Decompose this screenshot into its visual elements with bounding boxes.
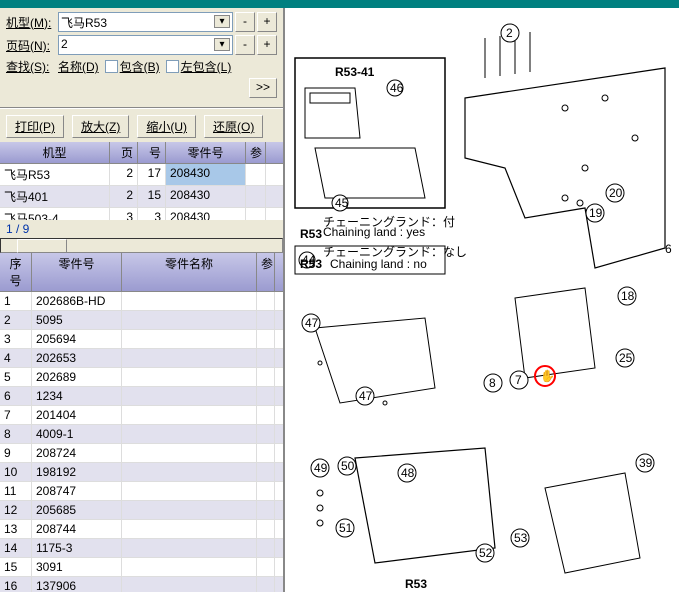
table-row[interactable]: 1202686B-HD [0, 292, 283, 311]
grid2-body: 1202686B-HD25095320569442026535202689612… [0, 292, 283, 592]
page-label: 页码(N): [6, 37, 56, 54]
svg-text:6: 6 [665, 242, 672, 256]
toolbar: 打印(P) 放大(Z) 缩小(U) 还原(O) [0, 111, 283, 142]
title-bar [0, 0, 679, 8]
search-label: 查找(S): [6, 58, 56, 75]
table-row[interactable]: 84009-1 [0, 425, 283, 444]
table-row[interactable]: 11208747 [0, 482, 283, 501]
diagram-panel[interactable]: R53-41 46 45 R53 チェーニングランド：付 Chaining la… [285, 8, 679, 592]
table-row[interactable]: 153091 [0, 558, 283, 577]
grid1-header-part[interactable]: 零件号 [166, 142, 246, 163]
svg-text:R53: R53 [405, 577, 427, 591]
table-row[interactable]: 25095 [0, 311, 283, 330]
svg-text:50: 50 [341, 459, 355, 473]
form-area: 机型(M): 飞马R53 - + 页码(N): 2 - + 查找(S): 名称(… [0, 8, 283, 105]
page-combo[interactable]: 2 [58, 35, 233, 55]
grid1-header-num[interactable]: 号 [138, 142, 166, 163]
scroll-thumb[interactable] [17, 239, 67, 253]
grid2-header-ref[interactable]: 参 [257, 253, 275, 291]
table-row[interactable]: 141175-3 [0, 539, 283, 558]
page-minus-button[interactable]: - [235, 35, 255, 55]
include-checkbox[interactable] [105, 60, 118, 73]
svg-text:8: 8 [489, 376, 496, 390]
table-row[interactable]: 61234 [0, 387, 283, 406]
grid2-header: 序号 零件号 零件名称 参 [0, 253, 283, 292]
svg-text:2: 2 [506, 26, 513, 40]
search-results-grid: 机型 页 号 零件号 参 飞马R53217208430飞马40121520843… [0, 142, 283, 220]
zoomin-button[interactable]: 放大(Z) [72, 115, 129, 138]
svg-text:47: 47 [305, 316, 319, 330]
svg-text:20: 20 [609, 186, 623, 200]
svg-text:7: 7 [515, 373, 522, 387]
svg-text:45: 45 [335, 196, 349, 210]
go-button[interactable]: >> [249, 78, 277, 98]
left-panel: 机型(M): 飞马R53 - + 页码(N): 2 - + 查找(S): 名称(… [0, 8, 285, 592]
main-container: 机型(M): 飞马R53 - + 页码(N): 2 - + 查找(S): 名称(… [0, 8, 679, 592]
grid1-header: 机型 页 号 零件号 参 [0, 142, 283, 164]
svg-text:19: 19 [589, 206, 603, 220]
minus-button[interactable]: - [235, 12, 255, 32]
grid1-header-ref[interactable]: 参 [246, 142, 266, 163]
table-row[interactable]: 飞马503-433208430 [0, 208, 283, 220]
svg-text:✋: ✋ [540, 369, 555, 383]
table-row[interactable]: 9208724 [0, 444, 283, 463]
svg-text:53: 53 [514, 531, 528, 545]
pager: 1 / 9 [0, 220, 283, 238]
model-combo[interactable]: 飞马R53 [58, 12, 233, 32]
grid1-header-model[interactable]: 机型 [0, 142, 110, 163]
svg-text:R53: R53 [300, 227, 322, 241]
parts-list-grid: 序号 零件号 零件名称 参 1202686B-HD250953205694420… [0, 253, 283, 592]
leftinc-label: 左包含(L) [181, 58, 232, 75]
leftinc-checkbox[interactable] [166, 60, 179, 73]
table-row[interactable]: 7201404 [0, 406, 283, 425]
svg-text:52: 52 [479, 546, 493, 560]
zoomout-button[interactable]: 缩小(U) [137, 115, 196, 138]
separator [0, 107, 283, 109]
print-button[interactable]: 打印(P) [6, 115, 64, 138]
svg-text:Chaining land : yes: Chaining land : yes [323, 225, 425, 239]
table-row[interactable]: 4202653 [0, 349, 283, 368]
svg-text:Chaining land : no: Chaining land : no [330, 257, 427, 271]
diagram-title1: R53-41 [335, 65, 375, 79]
svg-text:48: 48 [401, 466, 415, 480]
table-row[interactable]: 飞马R53217208430 [0, 164, 283, 186]
svg-text:18: 18 [621, 289, 635, 303]
svg-text:51: 51 [339, 521, 353, 535]
svg-text:25: 25 [619, 351, 633, 365]
table-row[interactable]: 12205685 [0, 501, 283, 520]
svg-text:49: 49 [314, 461, 328, 475]
table-row[interactable]: 10198192 [0, 463, 283, 482]
svg-text:R53: R53 [300, 257, 322, 271]
name-label: 名称(D) [58, 58, 99, 75]
svg-text:47: 47 [359, 389, 373, 403]
grid1-body: 飞马R53217208430飞马401215208430飞马503-433208… [0, 164, 283, 220]
svg-text:39: 39 [639, 456, 653, 470]
table-row[interactable]: 3205694 [0, 330, 283, 349]
plus-button[interactable]: + [257, 12, 277, 32]
restore-button[interactable]: 还原(O) [204, 115, 263, 138]
page-plus-button[interactable]: + [257, 35, 277, 55]
grid2-header-part[interactable]: 零件号 [32, 253, 122, 291]
parts-diagram[interactable]: R53-41 46 45 R53 チェーニングランド：付 Chaining la… [285, 8, 679, 592]
model-label: 机型(M): [6, 14, 56, 31]
grid1-header-page[interactable]: 页 [110, 142, 138, 163]
grid1-hscroll[interactable] [0, 238, 283, 252]
table-row[interactable]: 16137906 [0, 577, 283, 592]
table-row[interactable]: 5202689 [0, 368, 283, 387]
svg-text:46: 46 [390, 81, 404, 95]
table-row[interactable]: 13208744 [0, 520, 283, 539]
table-row[interactable]: 飞马401215208430 [0, 186, 283, 208]
grid2-header-name[interactable]: 零件名称 [122, 253, 257, 291]
include-label: 包含(B) [120, 58, 160, 75]
grid2-header-seq[interactable]: 序号 [0, 253, 32, 291]
